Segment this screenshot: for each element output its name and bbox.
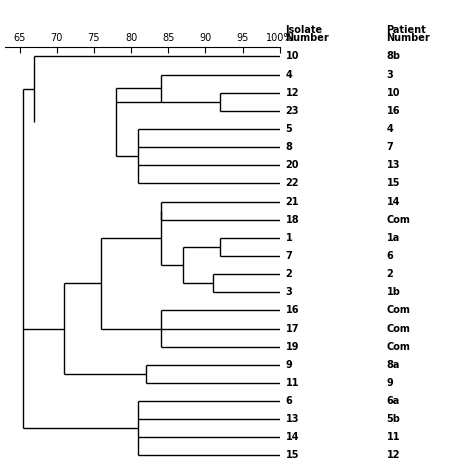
Text: 1b: 1b [387,287,401,297]
Text: 4: 4 [387,124,393,134]
Text: 7: 7 [387,142,393,152]
Text: 13: 13 [285,414,299,424]
Text: 3: 3 [387,70,393,80]
Text: 19: 19 [285,342,299,352]
Text: 21: 21 [285,197,299,207]
Text: 1a: 1a [387,233,400,243]
Text: 20: 20 [285,160,299,170]
Text: 4: 4 [285,70,292,80]
Text: 12: 12 [387,450,400,460]
Text: 14: 14 [285,432,299,442]
Text: 8b: 8b [387,52,401,62]
Text: 7: 7 [285,251,292,261]
Text: 10: 10 [387,88,400,98]
Text: 13: 13 [387,160,400,170]
Text: 11: 11 [285,378,299,388]
Text: 6a: 6a [387,396,400,406]
Text: Com: Com [387,342,410,352]
Text: Isolate: Isolate [285,25,323,35]
Text: 22: 22 [285,178,299,189]
Text: 8a: 8a [387,360,400,370]
Text: 23: 23 [285,106,299,116]
Text: 8: 8 [285,142,292,152]
Text: 18: 18 [285,215,299,225]
Text: 16: 16 [285,305,299,315]
Text: 9: 9 [285,360,292,370]
Text: 1: 1 [285,233,292,243]
Text: 2: 2 [387,269,393,279]
Text: 16: 16 [387,106,400,116]
Text: Patient: Patient [387,25,426,35]
Text: 6: 6 [387,251,393,261]
Text: 10: 10 [285,52,299,62]
Text: 15: 15 [387,178,400,189]
Text: 12: 12 [285,88,299,98]
Text: 5b: 5b [387,414,401,424]
Text: 5: 5 [285,124,292,134]
Text: 6: 6 [285,396,292,406]
Text: Com: Com [387,323,410,334]
Text: 2: 2 [285,269,292,279]
Text: 17: 17 [285,323,299,334]
Text: 3: 3 [285,287,292,297]
Text: Com: Com [387,215,410,225]
Text: Com: Com [387,305,410,315]
Text: Number: Number [285,33,329,43]
Text: 14: 14 [387,197,400,207]
Text: 9: 9 [387,378,393,388]
Text: 15: 15 [285,450,299,460]
Text: 11: 11 [387,432,400,442]
Text: Number: Number [387,33,430,43]
